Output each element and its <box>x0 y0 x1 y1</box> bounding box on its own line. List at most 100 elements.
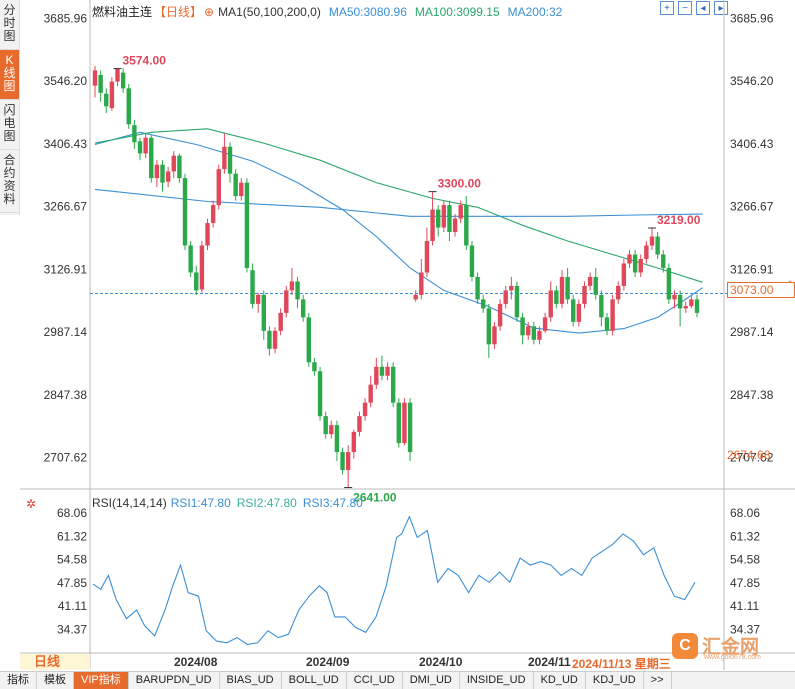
zoom-out-icon[interactable]: − <box>678 1 692 15</box>
price-tick-label: 2847.38 <box>730 388 774 402</box>
candle <box>683 301 688 313</box>
tab-contract-info[interactable]: 合约资料 <box>0 150 19 213</box>
candle-body <box>458 205 463 219</box>
gear-icon[interactable]: ✲ <box>26 497 37 511</box>
candle <box>374 357 379 390</box>
price-tick-label: 3266.67 <box>44 200 88 214</box>
candle <box>638 254 643 277</box>
period-label[interactable]: 【日线】 <box>154 5 203 19</box>
rsi-tick-label: 68.06 <box>57 506 87 520</box>
candle <box>661 250 666 273</box>
arrow-right-icon[interactable]: ▸ <box>714 1 728 15</box>
rsi1-value: RSI1:47.80 <box>170 496 231 510</box>
tab-kline-label: K线图 <box>3 53 16 93</box>
candle <box>481 294 486 313</box>
candle <box>576 299 582 327</box>
candle <box>497 299 503 331</box>
rsi-tick-label: 61.32 <box>57 529 87 543</box>
candle <box>385 362 390 381</box>
tab-barupdn[interactable]: BARUPDN_UD <box>129 672 220 689</box>
tab-indicators[interactable]: 指标 <box>0 672 37 689</box>
price-tick-label: 3546.20 <box>730 74 774 88</box>
candle <box>132 119 137 149</box>
candle <box>340 447 345 475</box>
candle-body <box>255 294 261 304</box>
candle-body <box>272 330 278 349</box>
candle-body <box>469 245 475 277</box>
candle <box>278 308 283 336</box>
rsi-tick-label: 47.85 <box>57 576 87 590</box>
date-label: 2024/11 <box>528 655 571 669</box>
tab-kd[interactable]: KD_UD <box>534 672 586 689</box>
candle <box>390 362 396 408</box>
candle-body <box>244 182 250 268</box>
candle-body <box>149 137 154 179</box>
arrow-left-icon[interactable]: ◂ <box>696 1 710 15</box>
period-indicator[interactable]: 日线 <box>20 654 90 670</box>
tab-cci[interactable]: CCI_UD <box>347 672 403 689</box>
more-tabs-button[interactable]: >> <box>644 672 672 689</box>
tab-kline[interactable]: K线图 <box>0 50 19 100</box>
candle-body <box>565 276 570 300</box>
tab-vip-indicators[interactable]: VIP指标 <box>74 672 129 689</box>
candle <box>475 272 480 304</box>
tab-bias[interactable]: BIAS_UD <box>220 672 282 689</box>
candle <box>194 265 199 295</box>
ma-settings[interactable]: MA1(50,100,200,0) <box>218 5 321 19</box>
candle <box>452 214 458 237</box>
candle-body <box>497 303 503 327</box>
rsi-tick-label: 61.32 <box>730 529 760 543</box>
candle-body <box>672 294 677 300</box>
candle-body <box>362 402 368 417</box>
tab-dmi[interactable]: DMI_UD <box>403 672 460 689</box>
chart-header: 燃料油主连 【日线】 ⊕ MA1(50,100,200,0) MA50:3080.96 M… <box>92 3 562 20</box>
price-tick-label: 3685.96 <box>730 11 774 25</box>
candle <box>632 250 638 277</box>
candle <box>171 151 176 179</box>
candle-body <box>194 272 199 291</box>
candle <box>531 321 537 345</box>
candle-body <box>604 317 610 331</box>
candle <box>177 153 182 183</box>
candle <box>92 65 98 98</box>
candle <box>469 241 475 282</box>
candle <box>323 411 328 439</box>
candle-body <box>317 371 323 417</box>
tab-templates[interactable]: 模板 <box>37 672 74 689</box>
zoom-in-icon[interactable]: + <box>660 1 674 15</box>
tab-flash[interactable]: 闪电图 <box>0 100 19 150</box>
rsi-tick-label: 41.11 <box>730 599 759 613</box>
candle-body <box>638 258 643 273</box>
date-label: 2024/08 <box>174 655 218 669</box>
candle <box>143 133 148 158</box>
candle-body <box>267 330 272 349</box>
tab-timeshare[interactable]: 分时图 <box>0 0 19 50</box>
candle-body <box>323 416 328 435</box>
candle-body <box>554 290 559 304</box>
rsi-tick-label: 68.06 <box>730 506 760 520</box>
price-tick-label: 2847.38 <box>44 388 88 402</box>
candle <box>621 258 627 291</box>
candle-body <box>627 254 632 264</box>
candle <box>239 178 244 201</box>
candle <box>351 429 357 459</box>
candle-body <box>689 299 694 307</box>
candle <box>655 232 660 259</box>
candle <box>610 294 615 336</box>
tab-boll[interactable]: BOLL_UD <box>282 672 347 689</box>
tab-kdj[interactable]: KDJ_UD <box>586 672 644 689</box>
price-tick-label: 2707.62 <box>730 451 774 465</box>
rsi-name[interactable]: RSI(14,14,14) <box>92 496 167 510</box>
tab-inside[interactable]: INSIDE_UD <box>460 672 534 689</box>
candle <box>672 290 677 309</box>
candle <box>357 411 362 437</box>
candle <box>604 312 610 336</box>
candle-body <box>104 93 109 107</box>
price-tick-label: 2987.14 <box>44 325 88 339</box>
watermark-url: www.gold678.com <box>704 654 761 661</box>
circle-plus-icon[interactable]: ⊕ <box>204 5 215 19</box>
candle-body <box>413 294 418 300</box>
price-tick-label: 3126.91 <box>730 262 774 276</box>
rsi-tick-label: 47.85 <box>730 576 760 590</box>
